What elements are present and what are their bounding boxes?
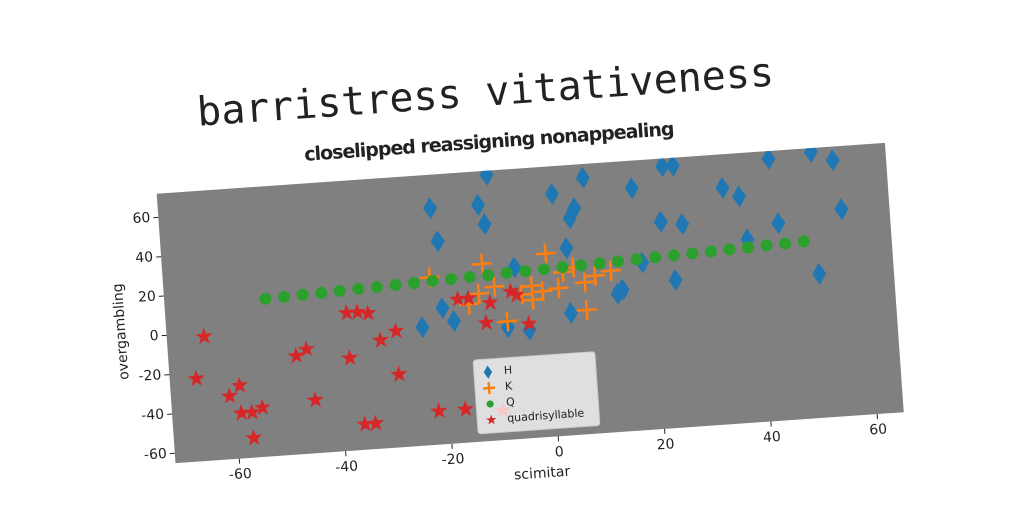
y-tick-label: -40 xyxy=(141,407,165,425)
y-tick-label: -60 xyxy=(143,446,167,464)
x-tick-label: -60 xyxy=(228,466,252,484)
y-tick-label: -20 xyxy=(138,367,162,385)
x-tick-label: 60 xyxy=(869,421,888,438)
y-tick-label: 0 xyxy=(149,328,159,345)
x-tick-label: -40 xyxy=(335,458,359,476)
y-tick-label: 40 xyxy=(135,249,154,266)
y-tick-label: 60 xyxy=(132,210,151,227)
x-tick-label: 20 xyxy=(656,436,675,453)
y-tick-label: 20 xyxy=(138,289,157,306)
x-tick-label: 40 xyxy=(763,429,782,446)
x-tick-label: -20 xyxy=(441,451,465,469)
rotated-figure: barristress vitativeness closelipped rea… xyxy=(97,42,907,511)
chart-title: barristress vitativeness xyxy=(196,50,776,136)
x-tick-label: 0 xyxy=(554,444,564,461)
y-axis-label: overgambling xyxy=(110,283,133,380)
legend-label: Q xyxy=(506,395,516,409)
legend-label: H xyxy=(503,363,512,377)
x-axis-label: scimitar xyxy=(514,464,571,484)
chart-subtitle: closelipped reassigning nonappealing xyxy=(304,118,675,166)
